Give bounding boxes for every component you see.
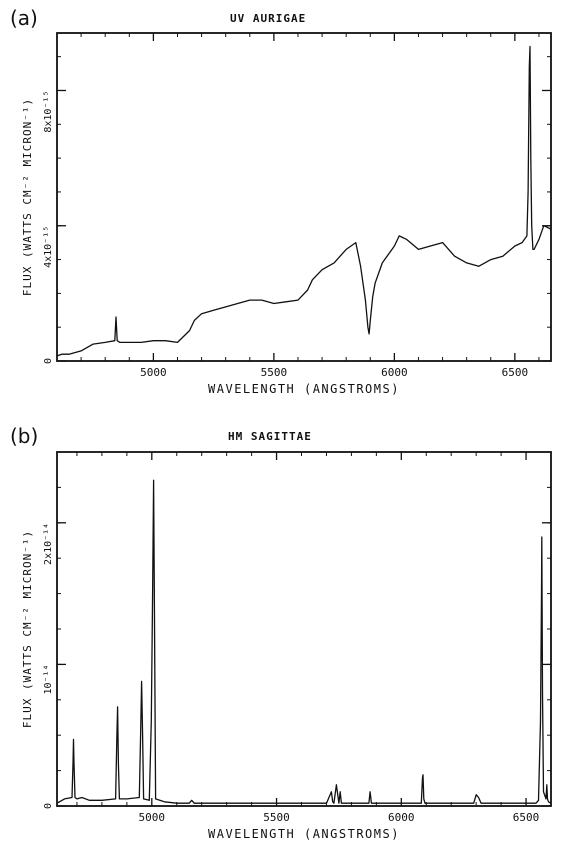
x-tick-label: 5500 [263, 811, 290, 824]
y-axis-label: FLUX (WATTS CM⁻² MICRON⁻¹) [21, 98, 34, 296]
chart-b: 5000 5500 6000 6500 0 10⁻¹⁴ 2x10⁻¹⁴ WAVELENGTH … [21, 451, 552, 841]
y-tick-label: 2x10⁻¹⁴ [43, 523, 54, 565]
x-tick-label: 5500 [261, 366, 288, 379]
panel-b: (b) HM SAGITTAE 5000 5500 6000 6500 0 10⁻¹⁴ 2x… [0, 420, 561, 851]
y-tick-label: 4x10⁻¹⁵ [43, 226, 54, 268]
x-tick-label: 6000 [381, 366, 408, 379]
plot-frame [56, 451, 552, 807]
spectrum-line [56, 479, 552, 804]
y-tick-label: 10⁻¹⁴ [43, 664, 54, 694]
plot-frame [56, 32, 552, 362]
y-tick-label: 0 [43, 358, 54, 364]
panel-label: (b) [10, 424, 39, 448]
chart-title: HM SAGITTAE [228, 430, 312, 443]
chart-a: 5000 5500 6000 6500 0 4x10⁻¹⁵ 8x10⁻¹⁵ WAVELENGT… [21, 32, 552, 396]
x-axis-label: WAVELENGTH (ANGSTROMS) [208, 827, 400, 841]
x-tick-label: 5000 [139, 811, 166, 824]
chart-title: UV AURIGAE [230, 12, 307, 25]
spectrum-line [56, 45, 552, 357]
x-axis-label: WAVELENGTH (ANGSTROMS) [208, 382, 400, 396]
x-tick-label: 6500 [513, 811, 540, 824]
y-tick-label: 8x10⁻¹⁵ [43, 90, 54, 132]
x-tick-label: 6000 [388, 811, 415, 824]
panel-label: (a) [10, 6, 38, 30]
panel-a: (a) UV AURIGAE 5000 5500 6000 6500 0 4x10⁻¹⁵ 8… [0, 0, 561, 420]
y-axis-label: FLUX (WATTS CM⁻² MICRON⁻¹) [21, 530, 34, 728]
x-tick-label: 5000 [140, 366, 167, 379]
y-tick-label: 0 [43, 803, 54, 809]
x-tick-label: 6500 [502, 366, 529, 379]
